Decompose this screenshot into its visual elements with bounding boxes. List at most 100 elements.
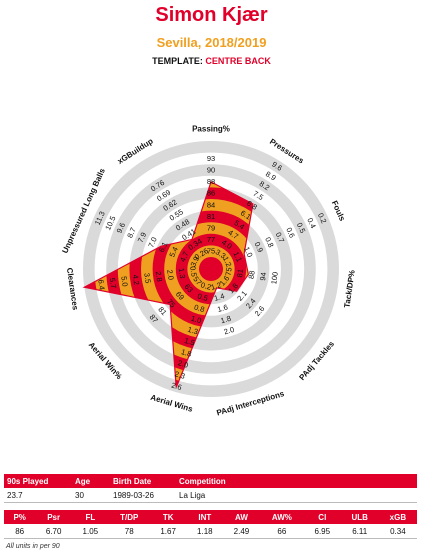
info-value-age: 30 xyxy=(72,488,110,503)
units-footnote: All units in per 90 xyxy=(6,543,60,550)
stats-value-xgb: 0.34 xyxy=(378,524,417,539)
tick-label: 0.8 xyxy=(263,236,276,249)
tick-label: 1.4 xyxy=(213,291,226,303)
radar-chart: 757779818486889093Passing%3.34.04.75.46.… xyxy=(60,125,356,418)
info-header-row: 90s Played Age Birth Date Competition xyxy=(4,474,417,488)
tick-label: 1.5 xyxy=(183,336,196,348)
axis-label: Tack/DP% xyxy=(342,269,356,308)
tick-label: 9.6 xyxy=(115,221,128,234)
tick-label: 86 xyxy=(207,189,215,198)
tick-label: 1.0 xyxy=(190,314,203,326)
stats-summary-table: P% Psr FL T/DP TK INT AW AW% Cl ULB xGB … xyxy=(4,510,417,539)
tick-label: 4.7 xyxy=(178,250,191,263)
axis-label: Fouls xyxy=(330,199,347,223)
tick-label: 88 xyxy=(247,270,257,280)
stats-value-aw-pct: 66 xyxy=(259,524,304,539)
player-name-title: Simon Kjær xyxy=(155,4,268,26)
info-header-90s: 90s Played xyxy=(4,474,72,488)
stats-value-aw: 2.49 xyxy=(223,524,260,539)
tick-label: 1.8 xyxy=(220,314,233,326)
tick-label: 2.6 xyxy=(170,381,183,393)
tick-label: 94 xyxy=(258,272,268,282)
axis-label: Aerial Wins xyxy=(149,393,194,414)
stats-header-psr: Psr xyxy=(35,510,72,524)
stats-header-ulb: ULB xyxy=(340,510,379,524)
tick-label: 75 xyxy=(207,247,215,256)
info-value-row: 23.7 30 1989-03-26 La Liga xyxy=(4,488,417,503)
tick-label: 6.1 xyxy=(157,240,170,253)
tick-label: 2.8 xyxy=(154,271,164,283)
stats-header-cl: Cl xyxy=(303,510,341,524)
tick-label: 0.5 xyxy=(188,266,198,278)
stats-value-p-pct: 86 xyxy=(4,524,36,539)
tick-label: 1.8 xyxy=(180,347,193,359)
stats-header-aw-pct: AW% xyxy=(259,510,304,524)
tick-label: 2.0 xyxy=(165,269,175,281)
tick-label: 3.5 xyxy=(142,272,152,284)
player-info-table: 90s Played Age Birth Date Competition 23… xyxy=(4,474,417,503)
template-label: TEMPLATE: xyxy=(152,56,206,66)
tick-label: 3.9 xyxy=(189,255,202,268)
stats-value-psr: 6.70 xyxy=(35,524,72,539)
stats-header-t-dp: T/DP xyxy=(108,510,150,524)
tick-label: 1.6 xyxy=(216,303,229,315)
tick-label: 2.0 xyxy=(177,358,190,370)
info-header-age: Age xyxy=(72,474,110,488)
info-header-birth-date: Birth Date xyxy=(110,474,176,488)
tick-label: 75 xyxy=(224,267,234,277)
tick-label: 1.2 xyxy=(221,255,234,268)
tick-label: 0.2 xyxy=(200,280,213,292)
tick-label: 5.4 xyxy=(167,245,180,258)
stats-value-ulb: 6.11 xyxy=(340,524,379,539)
stats-value-cl: 6.95 xyxy=(303,524,341,539)
stats-header-xgb: xGB xyxy=(378,510,417,524)
tick-label: 81 xyxy=(235,268,245,278)
stats-header-int: INT xyxy=(186,510,224,524)
stats-value-fl: 1.05 xyxy=(72,524,109,539)
tick-label: 0.4 xyxy=(305,216,318,229)
tick-label: 0.5 xyxy=(295,221,308,234)
tick-label: 0.9 xyxy=(253,240,266,253)
tick-label: 88 xyxy=(207,177,215,186)
tick-label: 1.0 xyxy=(242,245,255,258)
tick-label: 5.7 xyxy=(108,277,118,289)
stats-value-int: 1.18 xyxy=(186,524,224,539)
radar-polygon xyxy=(82,181,254,388)
stats-header-p-pct: P% xyxy=(4,510,36,524)
tick-label: 8.7 xyxy=(125,226,138,239)
stats-value-tk: 1.67 xyxy=(149,524,187,539)
stats-header-fl: FL xyxy=(72,510,109,524)
tick-label: 5.0 xyxy=(119,276,129,288)
tick-label: 0.2 xyxy=(316,212,329,225)
tick-label: 4.2 xyxy=(131,274,141,286)
tick-label: 0.7 xyxy=(274,231,287,244)
tick-label: 84 xyxy=(207,200,215,209)
tick-label: 7.0 xyxy=(146,236,159,249)
tick-label: 100 xyxy=(269,271,280,285)
tick-label: 2.3 xyxy=(174,369,187,381)
stats-value-t-dp: 78 xyxy=(108,524,150,539)
tick-label: 7.9 xyxy=(136,231,149,244)
stats-header-row: P% Psr FL T/DP TK INT AW AW% Cl ULB xGB xyxy=(4,510,417,524)
tick-label: 0.6 xyxy=(284,226,297,239)
tick-label: 0.8 xyxy=(193,303,206,315)
axis-label: Clearances xyxy=(65,267,80,311)
stats-header-tk: TK xyxy=(149,510,187,524)
info-value-competition: La Liga xyxy=(176,488,417,503)
grey-ring xyxy=(83,141,339,397)
tick-label: 1.3 xyxy=(187,325,200,337)
template-value: CENTRE BACK xyxy=(205,56,271,66)
info-value-90s: 23.7 xyxy=(4,488,72,503)
template-line: TEMPLATE: CENTRE BACK xyxy=(0,56,423,66)
info-value-birth-date: 1989-03-26 xyxy=(110,488,176,503)
tick-label: 0.5 xyxy=(196,291,209,303)
grey-ring xyxy=(106,164,316,374)
tick-label: 1.2 xyxy=(210,280,223,292)
stats-header-aw: AW xyxy=(223,510,260,524)
tick-label: 6.4 xyxy=(96,279,106,291)
stats-value-row: 86 6.70 1.05 78 1.67 1.18 2.49 66 6.95 6… xyxy=(4,524,417,539)
club-season-subtitle: Sevilla, 2018/2019 xyxy=(156,35,267,50)
tick-label: 77 xyxy=(207,235,215,244)
radar-fill-band xyxy=(199,257,223,281)
tick-label: 90 xyxy=(207,166,215,175)
